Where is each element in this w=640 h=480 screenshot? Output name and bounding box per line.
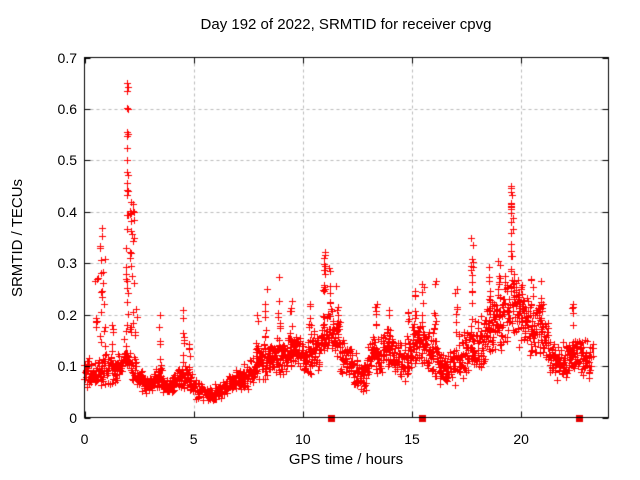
y-tick-label: 0.3	[57, 255, 77, 272]
y-tick-label: 0.6	[57, 100, 77, 117]
x-tick-label: 20	[513, 431, 529, 447]
y-axis-label: SRMTID / TECUs	[9, 178, 26, 298]
y-tick-label: 0.1	[57, 358, 77, 375]
y-tick-label: 0.5	[57, 152, 77, 169]
x-tick-label: 15	[404, 431, 420, 447]
x-tick-label: 0	[80, 431, 89, 447]
x-tick-label: 10	[295, 431, 311, 447]
y-tick-label: 0.4	[57, 203, 77, 220]
y-tick-label: 0.7	[57, 49, 77, 66]
y-tick-label: 0	[69, 409, 77, 426]
x-tick-label: 5	[189, 431, 198, 447]
y-tick-label: 0.2	[57, 306, 77, 323]
chart-title: Day 192 of 2022, SRMTID for receiver cpv…	[200, 16, 492, 33]
x-axis-label: GPS time / hours	[288, 451, 404, 468]
